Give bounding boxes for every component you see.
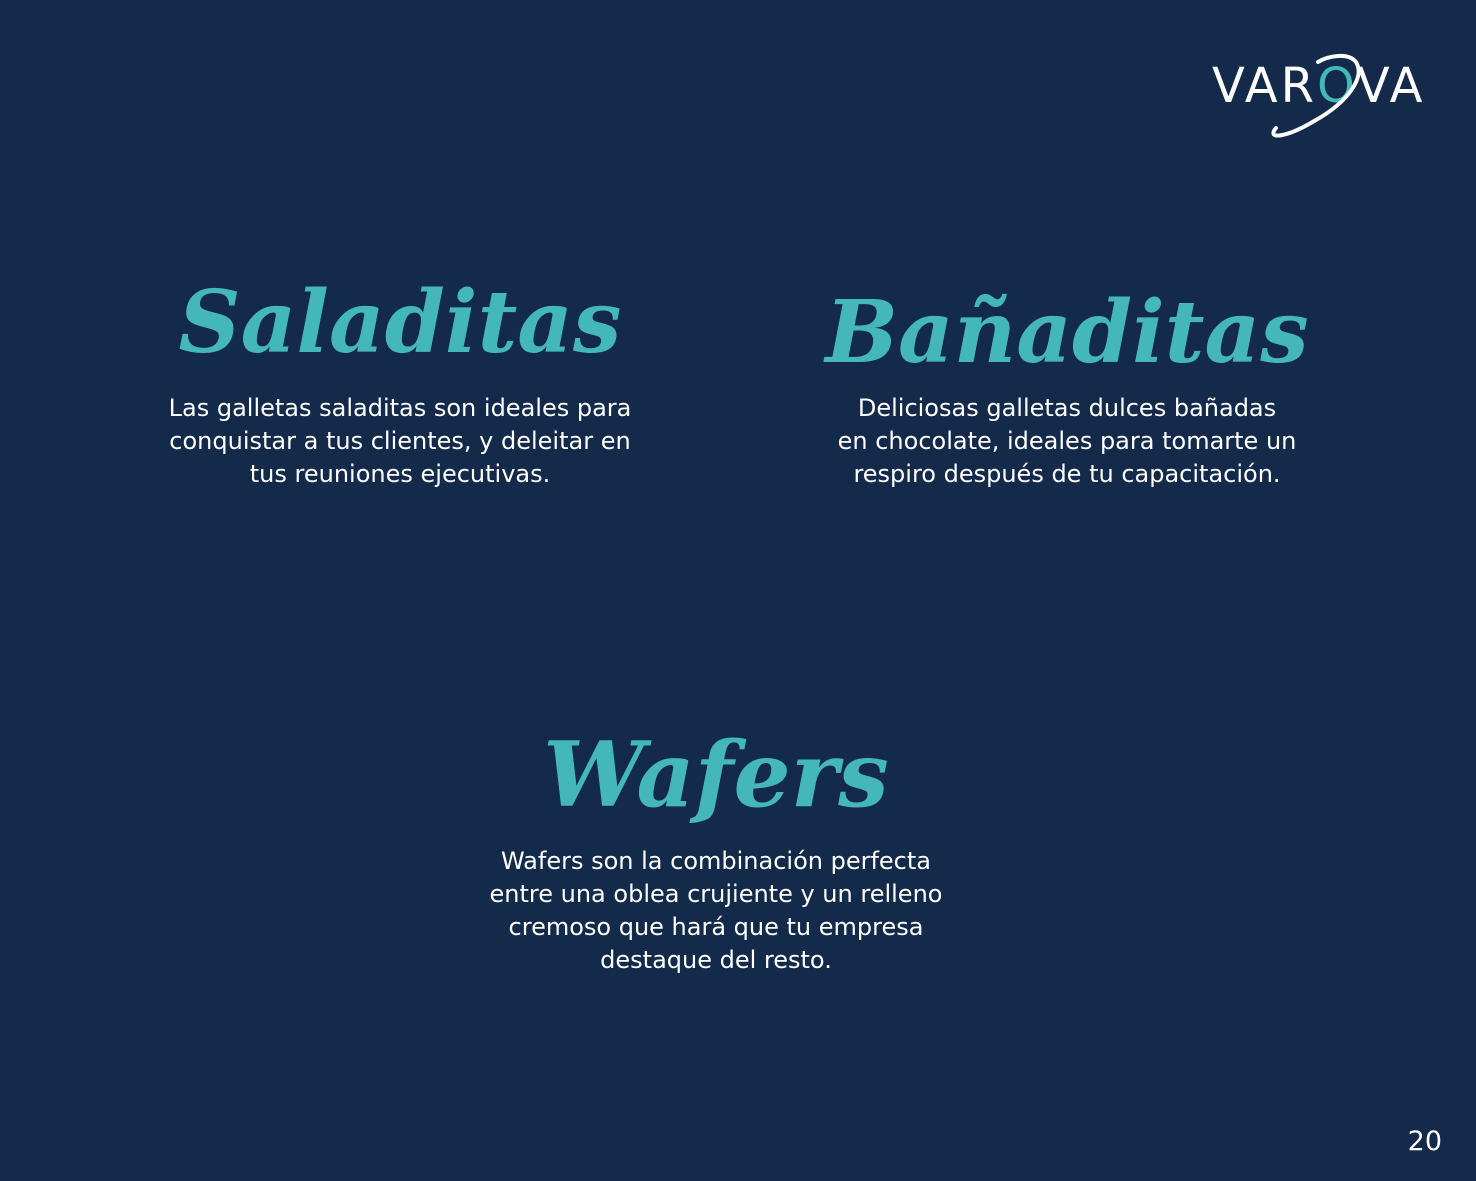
logo-wordmark: VAROVA xyxy=(1212,56,1426,116)
banaditas-description: Deliciosas galletas dulces bañadas en ch… xyxy=(780,392,1354,491)
saladitas-description: Las galletas saladitas son ideales para … xyxy=(110,392,690,491)
saladitas-desc-line: conquistar a tus clientes, y deleitar en xyxy=(169,427,631,455)
saladitas-section: Saladitas Las galletas saladitas son ide… xyxy=(110,280,690,491)
saladitas-desc-line: Las galletas saladitas son ideales para xyxy=(168,394,632,422)
banaditas-desc-line: Deliciosas galletas dulces bañadas xyxy=(857,394,1277,422)
wafers-desc-line: destaque del resto. xyxy=(600,946,832,974)
banaditas-desc-line: en chocolate, ideales para tomarte un xyxy=(837,427,1297,455)
wafers-desc-line: Wafers son la combinación perfecta xyxy=(500,847,931,875)
wafers-title: Wafers xyxy=(543,722,889,828)
banaditas-title: Bañaditas xyxy=(825,282,1309,383)
banaditas-section: Bañaditas Deliciosas galletas dulces bañ… xyxy=(780,290,1354,491)
wafers-desc-line: entre una oblea crujiente y un relleno xyxy=(489,880,943,908)
wafers-description: Wafers son la combinación perfecta entre… xyxy=(446,845,986,977)
logo-text-o: O xyxy=(1316,58,1357,114)
saladitas-title: Saladitas xyxy=(178,272,622,373)
wafers-section: Wafers Wafers son la combinación perfect… xyxy=(446,730,986,977)
banaditas-desc-line: respiro después de tu capacitación. xyxy=(853,460,1281,488)
logo-text-suffix: VA xyxy=(1356,58,1426,114)
varova-logo: VAROVA xyxy=(1206,48,1456,138)
wafers-desc-line: cremoso que hará que tu empresa xyxy=(508,913,924,941)
page-number: 20 xyxy=(1407,1126,1442,1157)
logo-text-prefix: VAR xyxy=(1212,58,1317,114)
saladitas-desc-line: tus reuniones ejecutivas. xyxy=(249,460,551,488)
